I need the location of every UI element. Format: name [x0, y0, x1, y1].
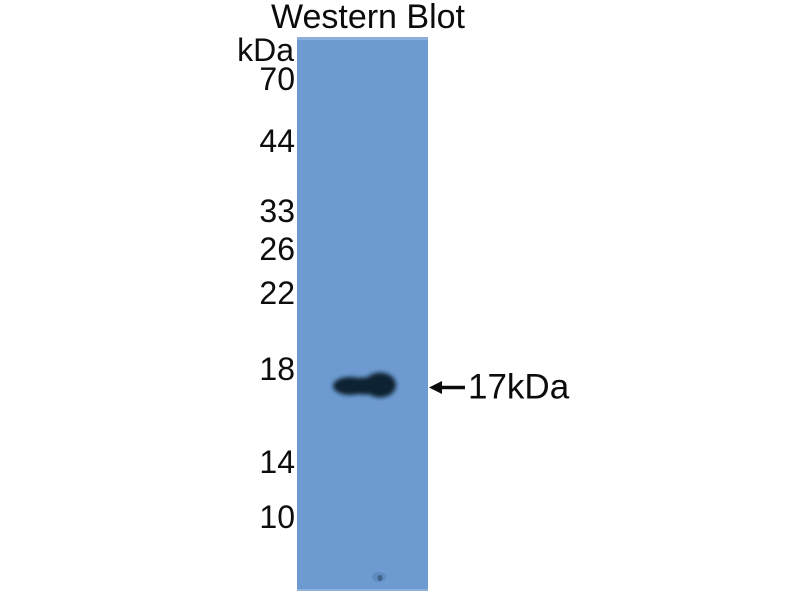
mw-marker-14: 14 — [259, 444, 295, 480]
mw-marker-26: 26 — [259, 231, 295, 267]
mw-marker-70: 70 — [259, 61, 295, 97]
blot-lane — [297, 37, 428, 591]
mw-marker-33: 33 — [259, 193, 295, 229]
band-annotation: 17kDa — [429, 370, 569, 405]
mw-marker-22: 22 — [259, 275, 295, 311]
mw-unit-label: kDa — [237, 32, 294, 68]
band-mw-label: 17kDa — [468, 367, 570, 407]
lane-artifact-speck — [372, 572, 386, 582]
figure-title: Western Blot — [270, 0, 466, 36]
left-arrow-icon — [429, 380, 465, 394]
mw-marker-18: 18 — [259, 351, 295, 387]
mw-marker-44: 44 — [259, 123, 295, 159]
protein-band — [333, 372, 396, 398]
mw-marker-10: 10 — [259, 499, 295, 535]
